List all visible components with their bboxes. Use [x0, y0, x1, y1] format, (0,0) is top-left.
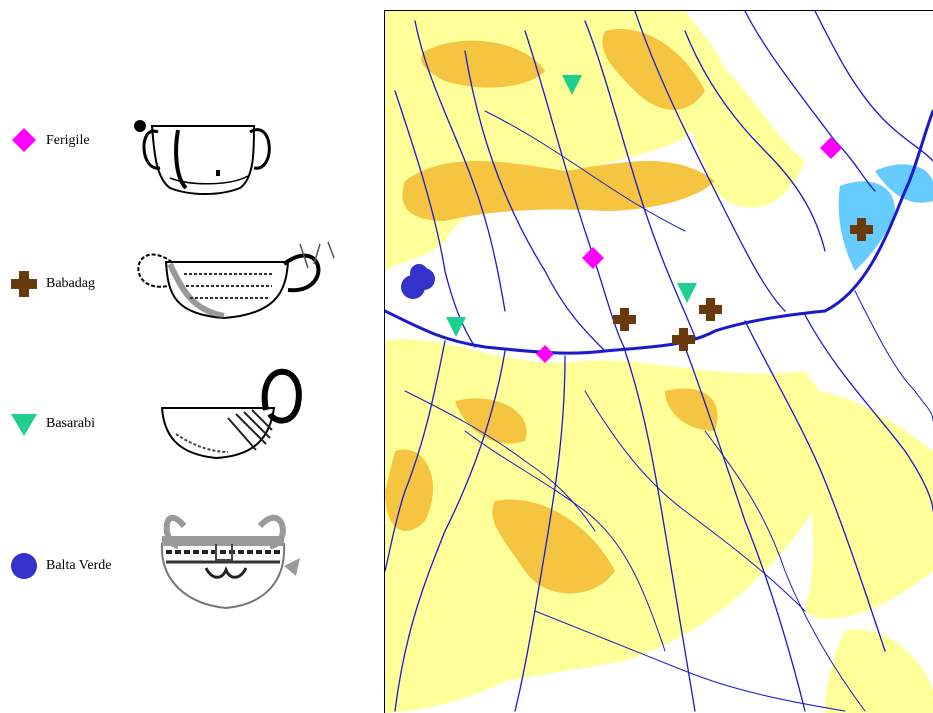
legend-label: Basarabi: [46, 416, 95, 431]
rivers: [385, 11, 933, 712]
map-panel: [384, 10, 933, 713]
babadag-site-marker[interactable]: [672, 328, 695, 351]
babadag-pottery-drawing: [137, 241, 335, 320]
brown-cross-icon: [11, 271, 37, 297]
legend-label: Balta Verde: [46, 558, 112, 573]
lowland-relief: [385, 11, 933, 713]
ferigile-pottery-drawing: [134, 120, 271, 195]
balta-verde-pottery-drawing: [160, 514, 300, 610]
legend-item-basarabi: Basarabi: [0, 346, 370, 486]
ferigile-site-marker[interactable]: [582, 247, 604, 269]
delta-lakes: [838, 164, 933, 271]
babadag-site-marker[interactable]: [613, 308, 636, 331]
basarabi-site-marker[interactable]: [562, 75, 582, 95]
ferigile-site-marker[interactable]: [820, 137, 842, 159]
green-triangle-icon: [11, 414, 37, 436]
legend-label: Ferigile: [46, 133, 90, 148]
basarabi-site-marker[interactable]: [677, 283, 697, 303]
balta-verde-site-marker[interactable]: [401, 264, 435, 299]
babadag-site-marker[interactable]: [850, 218, 873, 241]
basarabi-site-marker[interactable]: [446, 317, 466, 337]
blue-circle-icon: [11, 553, 37, 579]
legend-item-ferigile: Ferigile: [0, 66, 370, 206]
legend-label: Babadag: [46, 276, 95, 291]
legend-item-babadag: Babadag: [0, 206, 370, 346]
site-markers: [401, 75, 873, 363]
legend-item-balta-verde: Balta Verde: [0, 486, 370, 626]
magenta-diamond-icon: [12, 128, 36, 152]
babadag-site-marker[interactable]: [699, 298, 722, 321]
basarabi-pottery-drawing: [160, 368, 302, 460]
ferigile-site-marker[interactable]: [536, 345, 554, 363]
relief-map: [385, 11, 933, 713]
